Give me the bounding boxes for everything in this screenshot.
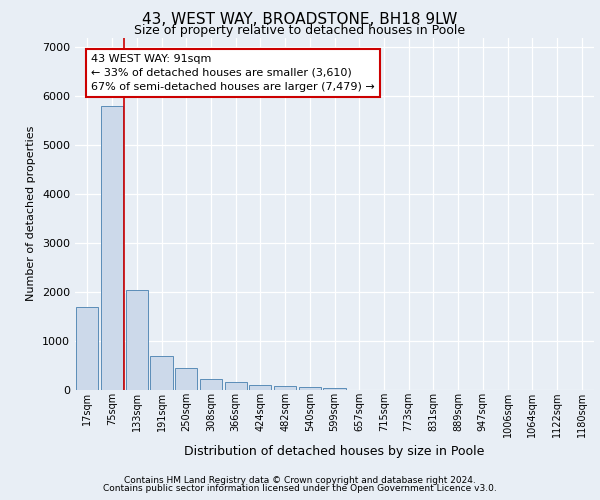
X-axis label: Distribution of detached houses by size in Poole: Distribution of detached houses by size …	[184, 445, 485, 458]
Bar	[101, 106, 123, 390]
Bar	[151, 356, 173, 390]
Bar	[249, 385, 271, 390]
Bar	[323, 388, 346, 390]
Bar	[200, 379, 222, 390]
Bar	[175, 368, 197, 390]
Bar	[125, 290, 148, 390]
Bar	[299, 388, 321, 390]
Text: Size of property relative to detached houses in Poole: Size of property relative to detached ho…	[134, 24, 466, 37]
Text: Contains public sector information licensed under the Open Government Licence v3: Contains public sector information licen…	[103, 484, 497, 493]
Text: 43 WEST WAY: 91sqm
← 33% of detached houses are smaller (3,610)
67% of semi-deta: 43 WEST WAY: 91sqm ← 33% of detached hou…	[91, 54, 375, 92]
Y-axis label: Number of detached properties: Number of detached properties	[26, 126, 37, 302]
Text: Contains HM Land Registry data © Crown copyright and database right 2024.: Contains HM Land Registry data © Crown c…	[124, 476, 476, 485]
Bar	[274, 386, 296, 390]
Bar	[76, 307, 98, 390]
Bar	[224, 382, 247, 390]
Text: 43, WEST WAY, BROADSTONE, BH18 9LW: 43, WEST WAY, BROADSTONE, BH18 9LW	[142, 12, 458, 28]
